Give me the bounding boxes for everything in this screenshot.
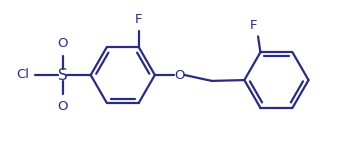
- Text: O: O: [58, 100, 68, 113]
- Text: O: O: [174, 69, 185, 81]
- Text: Cl: Cl: [16, 69, 29, 81]
- Text: O: O: [58, 37, 68, 50]
- Text: F: F: [135, 13, 142, 26]
- Text: S: S: [58, 68, 68, 82]
- Text: F: F: [250, 19, 257, 32]
